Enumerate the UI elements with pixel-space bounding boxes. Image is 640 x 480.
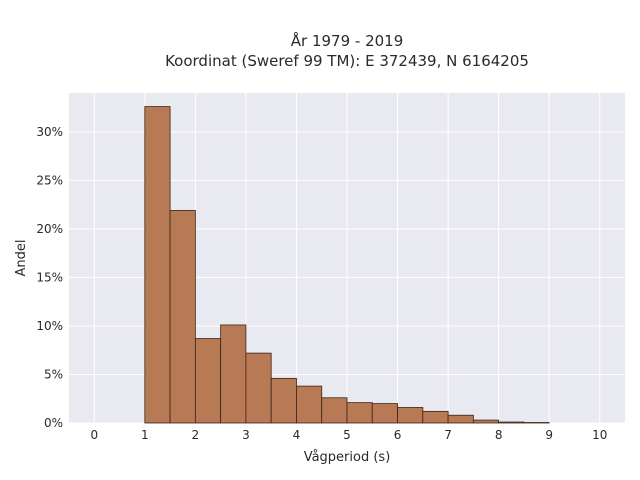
x-axis-label: Vågperiod (s) xyxy=(304,450,391,465)
histogram-bar-0 xyxy=(144,106,171,424)
x-tick-label-7: 7 xyxy=(444,428,452,442)
histogram-bar-13 xyxy=(472,419,500,424)
histogram-bar-2 xyxy=(194,338,222,424)
x-tick-label-2: 2 xyxy=(192,428,200,442)
histogram-bar-5 xyxy=(270,377,297,424)
y-axis-label: Andel xyxy=(14,240,29,277)
histogram-bar-12 xyxy=(447,414,474,424)
histogram-bar-7 xyxy=(321,397,348,424)
histogram-bar-4 xyxy=(245,352,272,424)
x-axis-ticks: 0 1 2 3 4 5 6 7 8 9 10 xyxy=(90,428,607,442)
histogram-bar-3 xyxy=(220,324,247,424)
y-tick-label-5: 25% xyxy=(36,173,63,187)
histogram-bar-11 xyxy=(422,410,449,424)
y-tick-label-3: 15% xyxy=(36,270,63,284)
histogram-bar-6 xyxy=(296,385,323,424)
x-tick-label-1: 1 xyxy=(141,428,149,442)
x-tick-label-8: 8 xyxy=(495,428,503,442)
histogram-bar-1 xyxy=(169,210,196,424)
bars xyxy=(144,106,550,424)
histogram-bar-9 xyxy=(371,403,398,424)
x-tick-label-10: 10 xyxy=(592,428,607,442)
y-tick-label-6: 30% xyxy=(36,125,63,139)
y-tick-label-0: 0% xyxy=(44,416,63,430)
y-tick-label-1: 5% xyxy=(44,367,63,381)
x-tick-label-6: 6 xyxy=(394,428,402,442)
chart-title-line-2: Koordinat (Sweref 99 TM): E 372439, N 61… xyxy=(165,52,529,70)
y-tick-label-2: 10% xyxy=(36,319,63,333)
y-tick-label-4: 20% xyxy=(36,222,63,236)
histogram-bar-14 xyxy=(498,421,525,424)
x-tick-label-9: 9 xyxy=(545,428,553,442)
x-tick-label-5: 5 xyxy=(343,428,351,442)
y-axis-ticks: 0% 5% 10% 15% 20% 25% 30% xyxy=(36,125,63,430)
histogram-bar-10 xyxy=(397,407,424,424)
chart-title-line-1: År 1979 - 2019 xyxy=(291,31,404,50)
x-tick-label-4: 4 xyxy=(293,428,301,442)
x-tick-label-3: 3 xyxy=(242,428,250,442)
x-tick-label-0: 0 xyxy=(90,428,98,442)
histogram-bar-8 xyxy=(346,402,373,424)
